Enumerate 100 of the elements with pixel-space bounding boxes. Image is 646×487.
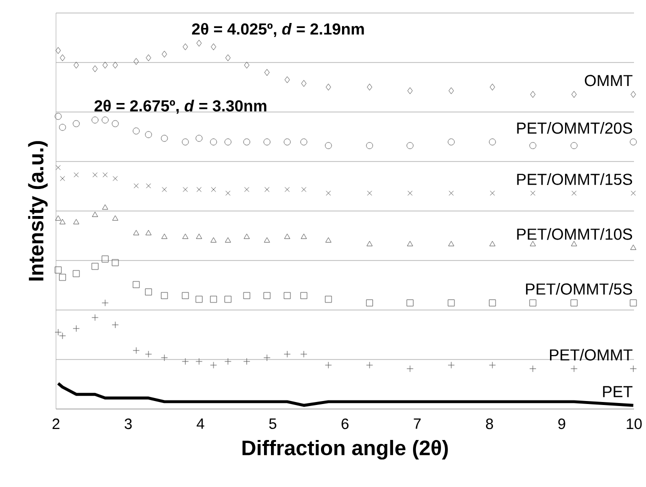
point xyxy=(102,116,109,124)
point xyxy=(488,299,496,306)
point xyxy=(133,230,140,236)
point xyxy=(112,215,118,221)
point xyxy=(182,234,188,239)
point xyxy=(324,296,332,303)
point xyxy=(630,138,637,146)
point xyxy=(284,76,290,84)
point xyxy=(630,90,636,98)
point xyxy=(92,65,98,72)
point xyxy=(182,43,188,50)
point xyxy=(530,240,536,246)
point xyxy=(244,187,250,192)
point xyxy=(366,84,372,91)
point xyxy=(102,172,108,178)
point xyxy=(284,187,290,192)
point xyxy=(572,190,577,196)
point xyxy=(264,237,270,243)
point xyxy=(570,299,578,306)
point xyxy=(225,54,231,62)
point xyxy=(243,138,250,146)
x-tick-label: 10 xyxy=(626,418,642,430)
point xyxy=(407,87,413,94)
point xyxy=(224,296,232,303)
point xyxy=(326,190,331,196)
x-tick-label: 5 xyxy=(269,418,276,429)
point xyxy=(367,190,372,196)
x-tick-label: 8 xyxy=(486,418,494,430)
point xyxy=(134,58,139,65)
point xyxy=(182,187,188,192)
point xyxy=(102,62,108,69)
point xyxy=(244,234,250,239)
point xyxy=(571,240,578,246)
point xyxy=(300,138,308,146)
series-label: PET/OMMT/5S xyxy=(526,283,632,295)
point xyxy=(196,40,202,47)
point xyxy=(630,190,636,196)
point xyxy=(112,120,119,128)
point xyxy=(59,124,66,131)
point xyxy=(112,259,119,266)
point xyxy=(243,292,250,300)
point xyxy=(196,296,202,303)
point xyxy=(102,256,109,262)
point xyxy=(112,176,118,182)
point xyxy=(72,270,80,278)
series-label: OMMT xyxy=(584,74,632,86)
y-axis-title: Intensity (a.u.) xyxy=(28,141,48,280)
point xyxy=(407,240,414,246)
series-label: PET xyxy=(603,386,632,398)
point xyxy=(224,237,231,243)
point xyxy=(60,54,66,62)
point xyxy=(224,138,232,146)
point xyxy=(146,183,151,188)
point xyxy=(300,234,307,239)
point xyxy=(160,134,168,142)
point xyxy=(160,292,168,300)
point xyxy=(448,190,454,196)
point xyxy=(210,138,217,146)
point xyxy=(73,218,80,224)
point xyxy=(301,80,306,87)
point xyxy=(490,190,495,196)
point xyxy=(56,165,61,170)
x-tick-label: 4 xyxy=(196,418,204,429)
point xyxy=(448,87,454,94)
point xyxy=(571,90,577,98)
point xyxy=(529,299,536,306)
point xyxy=(92,172,98,178)
point xyxy=(489,240,496,246)
point xyxy=(529,142,536,150)
point xyxy=(448,138,455,146)
point xyxy=(74,172,79,178)
point xyxy=(92,116,98,124)
point xyxy=(54,112,62,120)
x-tick-label: 6 xyxy=(342,418,348,430)
point xyxy=(162,187,167,192)
point xyxy=(530,90,536,98)
point xyxy=(406,142,414,150)
point xyxy=(182,292,189,300)
annotation: 2θ = 4.025º, d = 2.19nm xyxy=(192,22,364,37)
point xyxy=(570,142,578,150)
point xyxy=(210,43,216,50)
point xyxy=(60,176,66,182)
point xyxy=(300,292,308,300)
point xyxy=(490,84,496,91)
point xyxy=(102,204,108,210)
point xyxy=(448,299,455,306)
point xyxy=(59,274,66,281)
point xyxy=(225,190,230,196)
point xyxy=(264,138,270,146)
point xyxy=(112,62,118,69)
point xyxy=(132,128,140,134)
point xyxy=(74,62,79,69)
point xyxy=(196,187,202,192)
point xyxy=(264,292,270,300)
point xyxy=(55,215,62,221)
point xyxy=(264,69,270,76)
point xyxy=(284,138,291,146)
point xyxy=(530,190,536,196)
point xyxy=(72,120,80,128)
x-axis-title: Diffraction angle (2θ) xyxy=(242,440,448,460)
